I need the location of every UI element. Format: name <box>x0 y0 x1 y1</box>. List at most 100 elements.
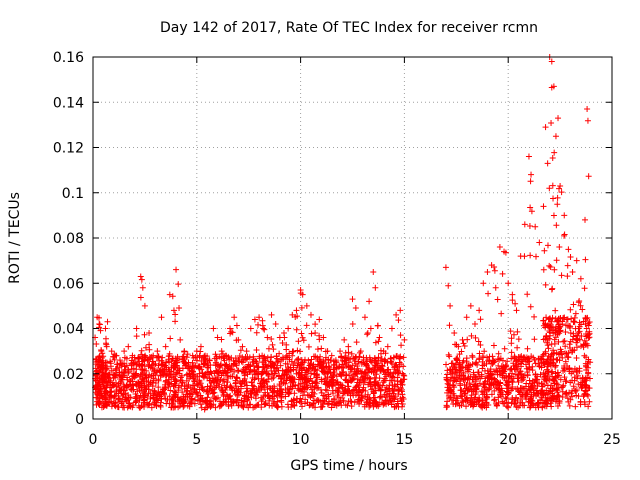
data-point <box>235 367 242 374</box>
data-point <box>165 383 172 390</box>
data-point <box>519 399 526 406</box>
data-point <box>545 345 552 352</box>
data-point <box>558 272 565 279</box>
data-point <box>472 360 479 367</box>
data-point <box>446 353 453 360</box>
data-point <box>248 379 255 386</box>
data-point <box>472 394 479 401</box>
data-point <box>147 390 154 397</box>
data-point <box>505 280 512 287</box>
data-point <box>573 344 580 351</box>
data-point <box>260 364 267 371</box>
data-point <box>118 386 125 393</box>
data-point <box>364 331 371 338</box>
data-point <box>553 222 560 229</box>
data-point <box>372 399 379 406</box>
data-point <box>346 387 353 394</box>
data-point <box>584 106 591 113</box>
data-point <box>225 353 232 360</box>
data-point <box>397 381 404 388</box>
data-point <box>108 388 115 395</box>
data-point <box>490 357 497 364</box>
data-point <box>548 119 555 126</box>
data-point <box>457 367 464 374</box>
data-point <box>178 397 185 404</box>
data-point <box>159 354 166 361</box>
data-point <box>390 370 397 377</box>
data-point <box>235 402 242 409</box>
data-point <box>464 366 471 373</box>
data-point <box>494 371 501 378</box>
data-point <box>451 392 458 399</box>
data-point <box>561 232 568 239</box>
data-point <box>236 358 243 365</box>
data-point <box>573 257 580 264</box>
data-point <box>582 216 589 223</box>
data-point <box>130 386 137 393</box>
data-point <box>520 376 527 383</box>
data-point <box>97 327 104 334</box>
data-point <box>484 394 491 401</box>
data-point <box>166 393 173 400</box>
data-point <box>202 370 209 377</box>
data-point <box>548 286 555 293</box>
data-point <box>377 393 384 400</box>
data-point <box>256 314 263 321</box>
data-point <box>527 303 534 310</box>
data-point <box>567 379 574 386</box>
data-point <box>170 399 177 406</box>
data-point <box>509 383 516 390</box>
data-point <box>320 360 327 367</box>
data-point <box>566 365 573 372</box>
data-point <box>304 384 311 391</box>
data-point <box>247 325 254 332</box>
data-point <box>198 384 205 391</box>
data-point <box>586 375 593 382</box>
data-point <box>461 390 468 397</box>
data-point <box>189 368 196 375</box>
data-point <box>176 305 183 312</box>
data-point <box>300 386 307 393</box>
data-point <box>584 117 591 124</box>
y-tick-label: 0.12 <box>53 141 84 157</box>
data-point <box>155 353 162 360</box>
data-point <box>130 365 137 372</box>
data-point <box>371 378 378 385</box>
data-point <box>517 371 524 378</box>
data-point <box>535 380 542 387</box>
data-point <box>472 334 479 341</box>
data-point <box>468 332 475 339</box>
data-point <box>488 376 495 383</box>
data-point <box>253 347 260 354</box>
data-point <box>586 398 593 405</box>
data-point <box>282 380 289 387</box>
data-point <box>574 336 581 343</box>
data-point <box>467 302 474 309</box>
data-point <box>445 351 452 358</box>
data-point <box>548 84 555 91</box>
data-point <box>455 399 462 406</box>
data-point <box>398 342 405 349</box>
data-point <box>133 325 140 332</box>
data-point <box>349 321 356 327</box>
data-point <box>546 262 553 269</box>
data-point <box>485 290 492 297</box>
data-point <box>219 350 226 357</box>
data-point <box>443 361 450 368</box>
data-point <box>470 401 477 408</box>
data-point <box>577 275 584 282</box>
data-point <box>460 357 467 364</box>
data-point <box>194 373 201 380</box>
data-point <box>132 371 139 378</box>
data-point <box>509 297 516 304</box>
data-point <box>489 353 496 360</box>
data-point <box>274 404 281 411</box>
data-point <box>367 376 374 383</box>
data-point <box>497 389 504 396</box>
data-point <box>532 223 539 230</box>
data-point <box>297 348 304 355</box>
data-point <box>535 401 542 408</box>
data-point <box>533 253 540 260</box>
data-point <box>508 349 515 356</box>
